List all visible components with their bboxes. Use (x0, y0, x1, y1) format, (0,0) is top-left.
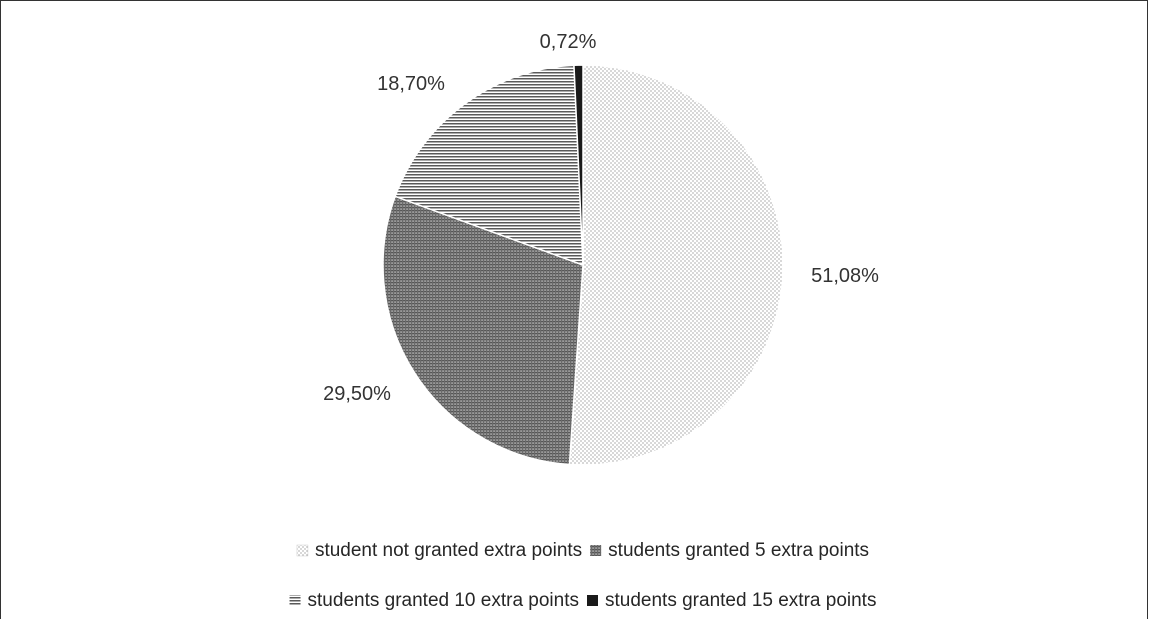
legend-item-students-granted-10-extra-points: students granted 10 extra points (289, 590, 579, 611)
legend-label-students-granted-10-extra-points: students granted 10 extra points (308, 590, 579, 611)
legend-label-student-not-granted-extra-points: student not granted extra points (315, 540, 582, 561)
data-label-student-not-granted-extra-points: 51,08% (811, 265, 879, 287)
pie-slice-students-granted-10-extra-points (394, 64, 584, 267)
legend-swatch-students-granted-15-extra-points (587, 595, 598, 606)
legend-item-students-granted-5-extra-points: students granted 5 extra points (590, 540, 869, 561)
legend: student not granted extra points students… (289, 540, 876, 611)
legend-item-students-granted-15-extra-points: students granted 15 extra points (587, 590, 876, 611)
pie-slice-students-granted-15-extra-points (573, 64, 584, 266)
legend-label-students-granted-15-extra-points: students granted 15 extra points (605, 590, 876, 611)
data-label-students-granted-5-extra-points: 29,50% (323, 383, 391, 405)
data-label-students-granted-15-extra-points: 0,72% (540, 31, 597, 53)
pie-slices (382, 64, 784, 466)
pie-slice-student-not-granted-extra-points (568, 64, 784, 466)
pie-slice-students-granted-5-extra-points (382, 195, 584, 466)
legend-swatch-students-granted-5-extra-points (590, 545, 602, 556)
legend-swatch-student-not-granted-extra-points (296, 544, 309, 557)
pie-data-labels: 51,08% 29,50% 18,70% 0,72% (323, 31, 879, 405)
legend-swatch-students-granted-10-extra-points (289, 595, 301, 606)
legend-label-students-granted-5-extra-points: students granted 5 extra points (608, 540, 869, 561)
data-label-students-granted-10-extra-points: 18,70% (377, 73, 445, 95)
legend-item-student-not-granted-extra-points: student not granted extra points (296, 540, 582, 561)
